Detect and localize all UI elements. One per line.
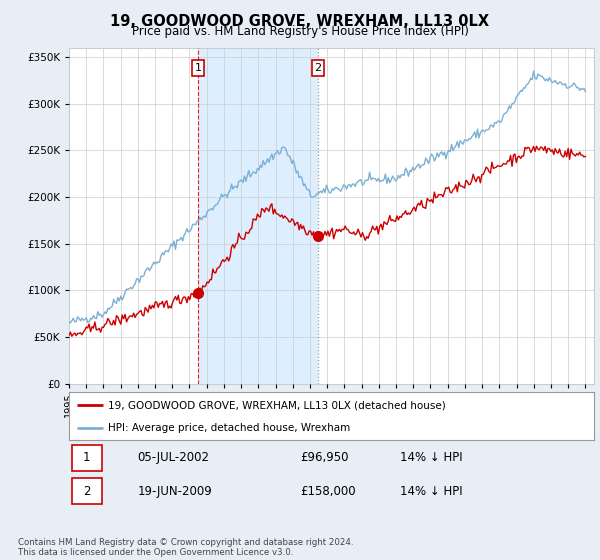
FancyBboxPatch shape — [71, 445, 102, 471]
Text: HPI: Average price, detached house, Wrexham: HPI: Average price, detached house, Wrex… — [109, 423, 350, 433]
Text: £96,950: £96,950 — [300, 451, 349, 464]
FancyBboxPatch shape — [71, 478, 102, 505]
Text: 14% ↓ HPI: 14% ↓ HPI — [400, 485, 463, 498]
Text: 14% ↓ HPI: 14% ↓ HPI — [400, 451, 463, 464]
Text: Contains HM Land Registry data © Crown copyright and database right 2024.
This d: Contains HM Land Registry data © Crown c… — [18, 538, 353, 557]
Bar — [198, 48, 318, 384]
Text: 2: 2 — [314, 63, 322, 73]
Text: 05-JUL-2002: 05-JUL-2002 — [137, 451, 209, 464]
Text: Price paid vs. HM Land Registry's House Price Index (HPI): Price paid vs. HM Land Registry's House … — [131, 25, 469, 38]
Text: 2: 2 — [83, 485, 91, 498]
Text: 1: 1 — [83, 451, 91, 464]
Text: 1: 1 — [194, 63, 202, 73]
Text: 19, GOODWOOD GROVE, WREXHAM, LL13 0LX (detached house): 19, GOODWOOD GROVE, WREXHAM, LL13 0LX (d… — [109, 400, 446, 410]
Text: 19-JUN-2009: 19-JUN-2009 — [137, 485, 212, 498]
Text: 19, GOODWOOD GROVE, WREXHAM, LL13 0LX: 19, GOODWOOD GROVE, WREXHAM, LL13 0LX — [110, 14, 490, 29]
Text: £158,000: £158,000 — [300, 485, 356, 498]
